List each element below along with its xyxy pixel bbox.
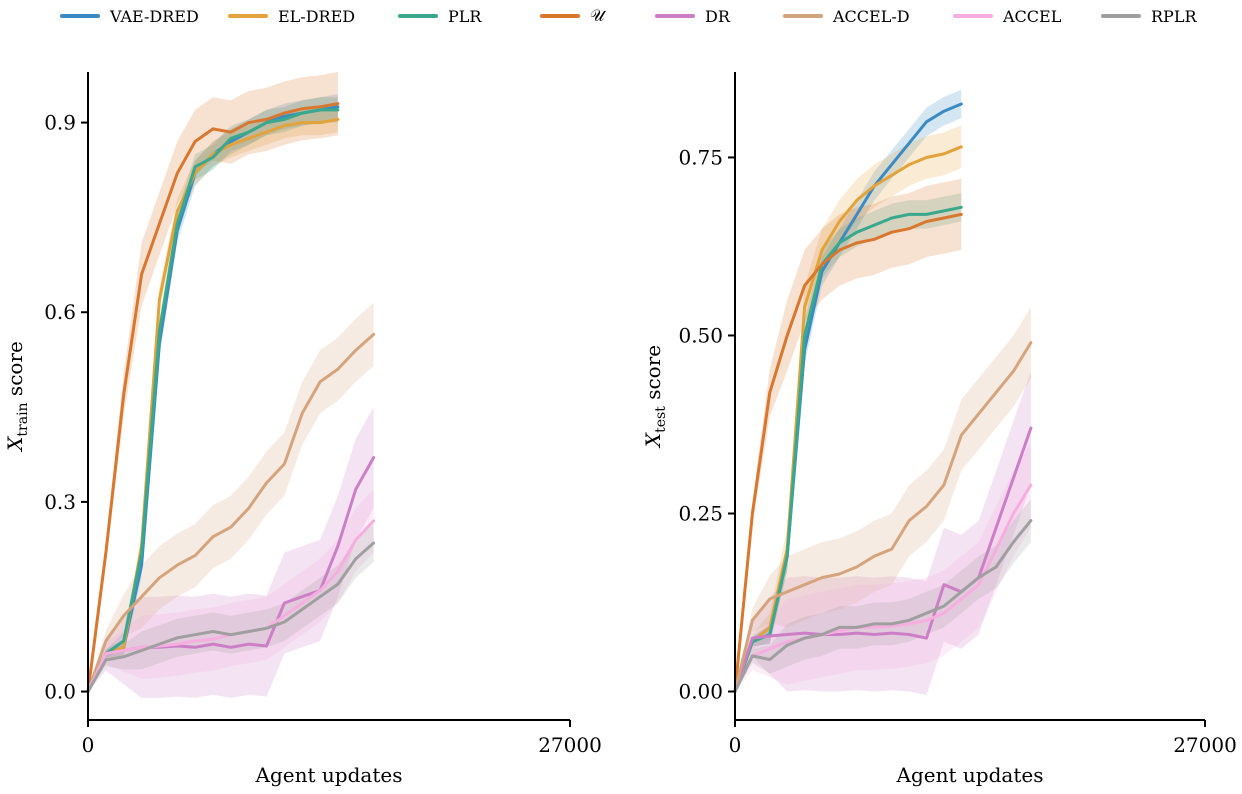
y-tick-label: 0.0: [44, 680, 76, 704]
series-line-plr: [733, 205, 963, 693]
series-line-rplr: [86, 541, 376, 694]
band-accel: [88, 489, 374, 692]
legend-label: RPLR: [1151, 6, 1197, 26]
legend-swatch: [953, 14, 993, 18]
band-u: [735, 178, 962, 692]
y-tick-label: 0.6: [44, 300, 76, 324]
legend-swatch: [540, 14, 580, 18]
chart-panel-1: 0.0 0.3 0.6 0.9 0 27000 Agent updates Xtrain sc…: [3, 72, 602, 787]
series-line-u: [86, 102, 340, 694]
x-tick-label: 27000: [1173, 733, 1237, 757]
band-accel-d: [88, 302, 374, 692]
x-tick-label: 0: [82, 733, 95, 757]
legend-item-u: 𝒰: [540, 4, 604, 28]
y-tick-label: 0.9: [44, 111, 76, 135]
y-axis-label: Xtest score: [641, 345, 669, 449]
series-line-u: [733, 212, 963, 693]
legend-swatch: [228, 14, 268, 18]
series-line-el-dred: [733, 145, 963, 693]
y-label-symbol: X: [3, 436, 27, 453]
band-rplr: [88, 524, 374, 692]
legend-swatch: [398, 14, 438, 18]
legend-label: ACCEL: [1003, 6, 1062, 26]
series-line-dr: [733, 426, 1033, 693]
y-tick-label: 0.3: [44, 490, 76, 514]
y-label-symbol: X: [641, 432, 665, 449]
series-line-accel: [733, 483, 1033, 693]
band-rplr: [735, 499, 1031, 692]
legend-item-dr: DR: [655, 4, 730, 28]
legend-label: ACCEL-D: [833, 6, 910, 26]
legend-swatch: [783, 14, 823, 18]
band-el-dred: [735, 125, 962, 692]
legend-item-rplr: RPLR: [1101, 4, 1196, 28]
band-plr: [735, 193, 962, 692]
band-u: [88, 72, 338, 692]
legend-item-el-dred: EL-DRED: [228, 4, 355, 28]
chart-legend: VAE-DRED EL-DRED PLR 𝒰 DR ACCEL-D ACCEL RPLR: [0, 4, 1242, 28]
legend-swatch: [1101, 14, 1141, 18]
y-label-subscript: train: [15, 402, 31, 436]
band-accel: [735, 442, 1031, 692]
band-dr: [88, 407, 374, 698]
legend-item-plr: PLR: [398, 4, 481, 28]
legend-label: DR: [705, 6, 730, 26]
y-tick-label: 0.25: [678, 501, 723, 525]
x-axis-label: Agent updates: [255, 763, 403, 787]
x-tick-label: 27000: [538, 733, 602, 757]
y-tick-label: 0.00: [678, 680, 723, 704]
x-tick-label: 0: [729, 733, 742, 757]
legend-label: EL-DRED: [278, 6, 356, 26]
legend-swatch: [60, 14, 100, 18]
x-axis-label: Agent updates: [896, 763, 1044, 787]
legend-item-accel-d: ACCEL-D: [783, 4, 910, 28]
series-line-accel-d: [733, 341, 1033, 693]
y-tick-label: 0.75: [678, 145, 723, 169]
y-axis-label: Xtrain score: [3, 341, 31, 453]
legend-item-accel: ACCEL: [953, 4, 1061, 28]
legend-label: PLR: [448, 6, 482, 26]
y-label-tail: score: [641, 345, 665, 406]
y-label-subscript: test: [653, 406, 669, 433]
legend-item-vae-dred: VAE-DRED: [60, 4, 199, 28]
legend-swatch: [655, 14, 695, 18]
y-tick-label: 0.50: [678, 323, 723, 347]
legend-label: VAE-DRED: [110, 6, 199, 26]
y-label-tail: score: [3, 341, 27, 402]
chart-panel-2: 0.00 0.25 0.50 0.75 0 27000 Agent updates Xtest…: [641, 72, 1237, 787]
series-line-rplr: [733, 519, 1033, 693]
legend-label: 𝒰: [590, 6, 605, 25]
series-line-accel-d: [86, 332, 376, 694]
band-accel-d: [735, 307, 1031, 692]
band-dr: [735, 371, 1031, 696]
